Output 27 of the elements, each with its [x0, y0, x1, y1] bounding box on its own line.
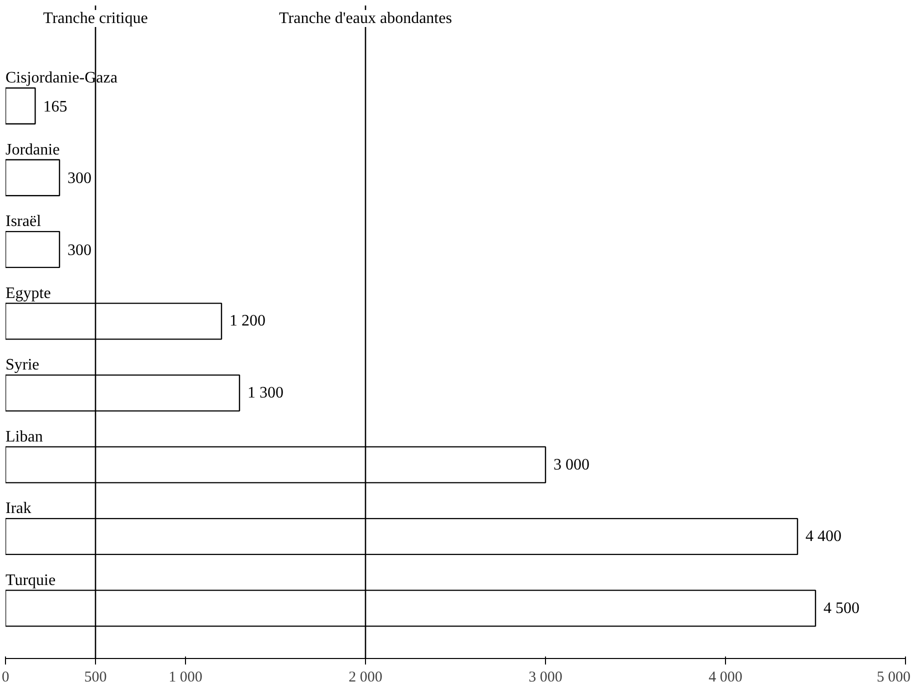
- x-tick-label: 1 000: [168, 670, 202, 686]
- x-tick-label: 5 000: [876, 670, 910, 686]
- data-label: 300: [68, 242, 92, 259]
- ref-line-label: Tranche d'eaux abondantes: [279, 10, 452, 28]
- data-label: 1 200: [230, 312, 266, 330]
- y-tick-label: Jordanie: [6, 141, 60, 158]
- y-tick-label: Israël: [6, 213, 42, 230]
- data-label: 4 500: [824, 600, 860, 617]
- data-label: 1 300: [248, 384, 284, 402]
- y-tick-label: Egypte: [6, 284, 51, 302]
- x-tick-label: 4 000: [708, 670, 742, 686]
- bar: [6, 87, 36, 124]
- data-label: 165: [43, 98, 68, 116]
- data-label: 300: [68, 170, 92, 188]
- x-tick-label: 0: [2, 670, 10, 686]
- data-label: 3 000: [554, 456, 590, 474]
- ref-line-label: Tranche critique: [43, 10, 148, 28]
- y-tick-label: Irak: [6, 500, 32, 518]
- y-tick-label: Turquie: [6, 572, 56, 589]
- bar: [6, 159, 60, 196]
- data-label: 4 400: [806, 528, 842, 546]
- x-tick-label: 3 000: [528, 670, 562, 686]
- y-tick-label: Liban: [6, 428, 43, 446]
- y-tick-label: Syrie: [6, 356, 40, 374]
- x-tick-label: 500: [84, 670, 107, 686]
- x-tick-label: 2 000: [348, 670, 382, 686]
- bar: [6, 230, 60, 268]
